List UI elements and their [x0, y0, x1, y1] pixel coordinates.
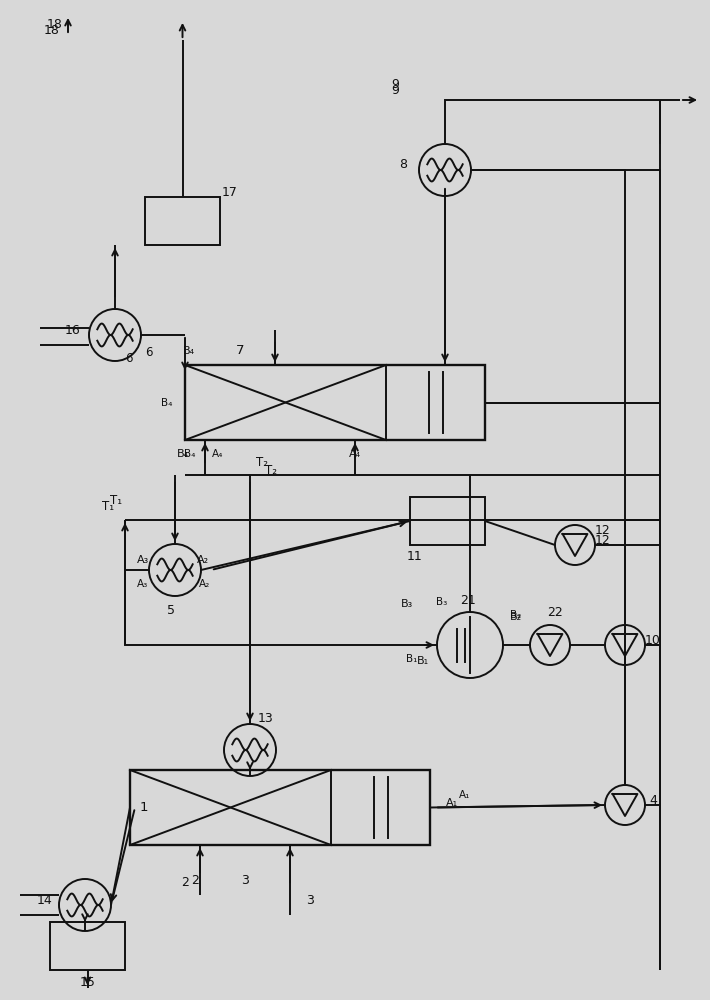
- Text: 18: 18: [44, 23, 60, 36]
- Text: A₃: A₃: [137, 555, 149, 565]
- Text: 11: 11: [407, 550, 423, 564]
- Text: 5: 5: [167, 603, 175, 616]
- Text: A₁: A₁: [446, 798, 458, 808]
- Bar: [145, 197, 220, 245]
- Text: B₃: B₃: [437, 597, 447, 607]
- Text: A₃: A₃: [137, 579, 148, 589]
- Text: A₄: A₄: [212, 449, 224, 459]
- Text: 3: 3: [241, 874, 249, 886]
- Text: 12: 12: [595, 534, 611, 546]
- Text: 15: 15: [80, 976, 95, 988]
- Bar: [130, 770, 430, 845]
- Text: B₁: B₁: [406, 654, 417, 664]
- Text: 12: 12: [595, 524, 611, 538]
- Text: 4: 4: [649, 794, 657, 806]
- Text: B₃: B₃: [401, 599, 413, 609]
- Text: T₁: T₁: [102, 500, 114, 514]
- Text: 14: 14: [37, 894, 53, 906]
- Text: 10: 10: [645, 634, 661, 647]
- Bar: [410, 497, 485, 545]
- Text: B₁: B₁: [417, 656, 429, 666]
- Text: T₂: T₂: [265, 464, 277, 477]
- Text: B₄: B₄: [161, 397, 173, 408]
- Text: 6: 6: [146, 347, 153, 360]
- Text: 2: 2: [191, 874, 199, 886]
- Text: B₂: B₂: [510, 610, 522, 620]
- Text: 8: 8: [399, 158, 407, 172]
- Text: 1: 1: [140, 801, 148, 814]
- Text: B₂: B₂: [510, 612, 522, 622]
- Bar: [185, 365, 485, 440]
- Text: B₄: B₄: [177, 449, 189, 459]
- Text: A₄: A₄: [349, 449, 361, 459]
- Text: 9: 9: [391, 78, 399, 91]
- Text: T₂: T₂: [256, 456, 268, 468]
- Text: 22: 22: [547, 606, 563, 619]
- Text: A₁: A₁: [459, 790, 471, 800]
- Text: 21: 21: [460, 593, 476, 606]
- Text: B₄: B₄: [185, 449, 196, 459]
- Text: A₂: A₂: [200, 579, 211, 589]
- Text: 17: 17: [222, 186, 238, 198]
- Text: 13: 13: [258, 712, 274, 724]
- Text: A₂: A₂: [197, 555, 209, 565]
- Text: B₄: B₄: [183, 346, 195, 356]
- Text: 6: 6: [125, 353, 133, 365]
- Text: 18: 18: [47, 18, 63, 31]
- Text: T₁: T₁: [110, 493, 122, 506]
- Bar: [50, 922, 125, 970]
- Text: 3: 3: [306, 894, 314, 906]
- Text: 7: 7: [236, 344, 244, 358]
- Text: 9: 9: [391, 84, 399, 97]
- Text: 2: 2: [181, 876, 189, 890]
- Text: 16: 16: [65, 324, 81, 336]
